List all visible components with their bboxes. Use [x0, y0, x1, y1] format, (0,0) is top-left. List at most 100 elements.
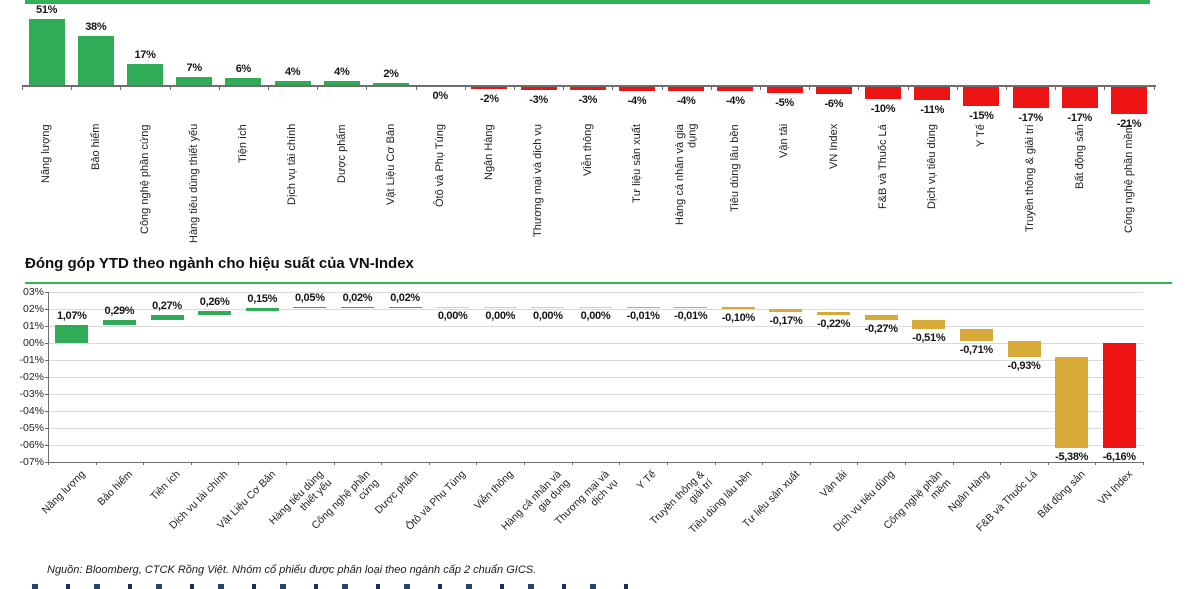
x-axis-tick	[907, 86, 909, 90]
bar	[225, 78, 262, 86]
x-axis-tick	[762, 462, 764, 465]
category-label: Dịch vụ tiêu dùng	[925, 124, 938, 209]
gridline	[48, 292, 1143, 293]
category-label: Ôtô và Phụ Tùng	[433, 124, 446, 207]
x-axis-tick	[381, 462, 383, 465]
bar-value-label: -15%	[969, 109, 994, 122]
y-axis-tick	[45, 343, 48, 344]
category-label: Vận tải	[778, 124, 791, 159]
bar	[1102, 343, 1136, 448]
bar	[569, 86, 606, 90]
category-label-box: Ngân Hàng	[463, 124, 515, 250]
gridline	[48, 360, 1143, 361]
chart-ytd-sector-contribution: Đóng góp YTD theo ngành cho hiệu suất củ…	[0, 250, 1197, 560]
category-label-box: Năng lượng	[21, 124, 73, 250]
x-axis-tick	[71, 86, 73, 90]
bar-value-label: 0,00%	[533, 309, 563, 322]
x-axis-tick	[858, 86, 860, 90]
bar	[127, 63, 163, 86]
category-label: Viễn thông	[581, 124, 594, 177]
bar-value-label: 0,00%	[485, 309, 516, 322]
bar	[340, 307, 374, 309]
y-tick-label: -02%	[19, 371, 44, 383]
category-label: Dược phẩm	[335, 124, 348, 183]
category-label: Công nghệ phần cứng	[138, 124, 151, 234]
category-label: Thương mại và dịch vụ	[532, 124, 545, 238]
y-tick-label: -04%	[19, 405, 44, 417]
bar	[293, 307, 327, 309]
category-label: Y Tế	[975, 124, 988, 147]
bar-value-label: -2%	[480, 92, 499, 105]
bar-value-label: 0,02%	[390, 291, 420, 304]
x-axis-tick	[1047, 462, 1049, 465]
x-axis-tick	[268, 86, 269, 90]
y-axis-tick	[45, 445, 48, 446]
bar	[963, 86, 1000, 106]
y-axis-tick	[45, 377, 48, 378]
bar-value-label: -0,10%	[721, 311, 755, 324]
x-axis-tick	[464, 86, 466, 90]
category-label: Tiện ích	[237, 124, 250, 163]
y-axis-tick	[45, 326, 48, 327]
category-label-box: Vật Liệu Cơ Bản	[365, 124, 417, 250]
bar	[668, 86, 705, 92]
x-axis-tick	[714, 462, 716, 465]
bar-value-label: 1,07%	[56, 309, 87, 322]
bar	[436, 306, 470, 308]
y-tick-label: 01%	[22, 320, 44, 332]
x-axis-tick	[1143, 462, 1145, 465]
x-axis-tick	[571, 462, 573, 465]
bar	[373, 83, 409, 86]
bar	[531, 306, 565, 308]
bar	[914, 86, 951, 101]
bar-value-label: 0,05%	[294, 292, 325, 305]
bar-value-label: 0,15%	[247, 293, 278, 306]
x-axis-tick	[952, 462, 954, 465]
bar	[674, 306, 708, 308]
bar-value-label: 0,00%	[580, 309, 611, 322]
bar-value-label: -3%	[529, 93, 548, 106]
x-axis-tick	[1153, 86, 1155, 90]
bar	[245, 308, 279, 311]
bar-value-label: 0,29%	[104, 304, 135, 317]
bar-value-label: 38%	[85, 21, 107, 34]
bar	[483, 306, 517, 308]
gridline	[48, 428, 1143, 429]
category-label: Tiêu dùng lâu bền	[729, 124, 742, 212]
x-axis-tick	[476, 462, 478, 465]
x-axis-tick	[366, 86, 368, 90]
category-label: Hàng cá nhân và gia dụng	[673, 124, 699, 225]
x-axis-tick	[238, 462, 240, 465]
x-axis-tick	[428, 462, 430, 465]
x-axis-tick	[904, 462, 906, 465]
x-axis-tick	[514, 86, 515, 90]
bar	[77, 36, 114, 86]
category-label-box: Thương mại và dịch vụ	[513, 124, 565, 250]
bar	[959, 328, 993, 341]
bar-value-label: -0,93%	[1007, 359, 1041, 372]
x-axis-tick	[524, 462, 526, 465]
category-label-box: Dịch vụ tiêu dùng	[906, 124, 958, 250]
x-axis-tick	[619, 462, 621, 465]
gridline	[48, 326, 1143, 327]
bar-value-label: 51%	[36, 4, 58, 17]
category-label: VN Index	[1095, 468, 1135, 508]
bar	[626, 306, 660, 308]
x-axis-tick	[956, 86, 958, 90]
y-axis-line	[48, 292, 49, 462]
category-label: F&B và Thuốc Lá	[876, 124, 889, 209]
y-tick-label: -06%	[19, 439, 44, 451]
x-axis-tick	[710, 86, 712, 90]
category-label: Năng lượng	[39, 468, 88, 517]
bar-value-label: -5%	[775, 96, 794, 109]
gridline	[48, 377, 1143, 378]
category-label-box: Truyền thông & giải trí	[1005, 124, 1057, 250]
y-axis-tick	[45, 292, 48, 293]
x-axis-tick	[218, 86, 220, 90]
y-tick-label: -01%	[19, 354, 44, 366]
bar	[176, 76, 213, 86]
bar	[388, 306, 422, 308]
y-tick-label: 00%	[22, 337, 44, 349]
bar	[1111, 86, 1147, 114]
x-axis-line	[22, 85, 1156, 87]
